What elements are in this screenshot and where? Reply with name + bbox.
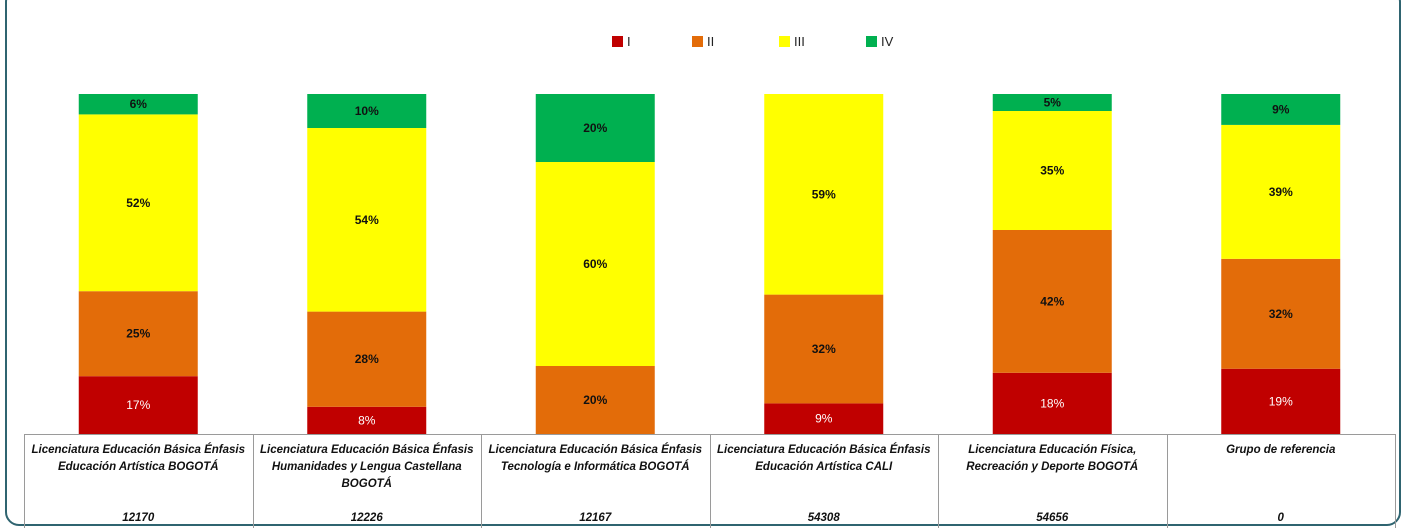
legend-item-ii: II: [692, 33, 714, 49]
legend-label-ii: II: [707, 33, 715, 49]
data-label-i: 9%: [815, 412, 833, 426]
bar-segment-iv: [78, 94, 198, 115]
bar-segment-i: [78, 376, 198, 434]
data-label-iii: 54%: [355, 213, 379, 227]
bar-segment-ii: [307, 311, 427, 407]
bar-segment-i: [764, 403, 884, 434]
bar-stack: 20% 60% 20%: [535, 94, 655, 434]
category-cell: Licenciatura Educación Básica Énfasis Te…: [481, 434, 710, 528]
category-code: 54656: [1036, 512, 1069, 524]
legend-label-iv: IV: [881, 33, 894, 49]
bar-segment-iv: [992, 94, 1112, 111]
data-label-ii: 42%: [1040, 294, 1064, 308]
bar-segment-ii: [764, 294, 884, 404]
data-label-i: 17%: [126, 398, 150, 412]
legend-swatch-ii: [692, 35, 703, 47]
bar-stack: 17% 25% 52% 6%: [78, 94, 198, 434]
category-label: Licenciatura Educación Física, Recreació…: [966, 444, 1139, 473]
category-code: 0: [1277, 512, 1284, 524]
bar-segment-iii: [307, 128, 427, 312]
category-cell: Licenciatura Educación Básica Énfasis Ed…: [710, 434, 939, 528]
data-label-i: 18%: [1040, 396, 1064, 410]
data-label-iii: 52%: [126, 196, 150, 210]
legend-label-i: I: [627, 33, 631, 49]
category-code: 12226: [350, 512, 383, 524]
bar-segment-i: [1221, 368, 1341, 434]
data-label-iii: 60%: [583, 257, 607, 271]
data-label-iv: 20%: [583, 121, 607, 135]
data-label-i: 19%: [1269, 394, 1293, 408]
bar-stack: 19% 32% 39% 9%: [1221, 94, 1341, 434]
bar-segment-ii: [535, 366, 655, 434]
bar-segment-iv: [1221, 94, 1341, 125]
category-label: Licenciatura Educación Básica Énfasis Te…: [488, 444, 702, 473]
chart-frame: [5, 0, 1401, 526]
bar-stack: 18% 42% 35% 5%: [992, 94, 1112, 434]
bar-segment-iii: [992, 111, 1112, 230]
bar-segment-ii: [992, 230, 1112, 373]
bar-segment-iii: [764, 94, 884, 295]
bar-stack: 8% 28% 54% 10%: [307, 94, 427, 434]
category-grid: [24, 434, 1396, 528]
bar-segment-iii: [1221, 124, 1341, 259]
category-code: 12167: [579, 512, 612, 524]
bar-segment-i: [307, 406, 427, 434]
category-cell: Licenciatura Educación Básica Énfasis Ed…: [24, 434, 253, 528]
data-label-ii: 28%: [355, 352, 379, 366]
category-label: Licenciatura Educación Básica Énfasis Ed…: [717, 444, 931, 473]
data-label-iv: 10%: [355, 104, 379, 118]
category-cell: Grupo de referencia 0: [1167, 434, 1396, 528]
category-cell: Licenciatura Educación Física, Recreació…: [938, 434, 1167, 528]
data-label-iv: 5%: [1044, 96, 1062, 110]
data-label-ii: 32%: [1269, 307, 1293, 321]
category-label: Licenciatura Educación Básica Énfasis Ed…: [31, 444, 245, 473]
legend-item-iv: IV: [866, 33, 893, 49]
data-label-iii: 39%: [1269, 185, 1293, 199]
data-label-ii: 25%: [126, 327, 150, 341]
category-label: Licenciatura Educación Básica Énfasis Hu…: [260, 444, 474, 490]
category-label: Grupo de referencia: [1226, 444, 1336, 456]
bar-segment-ii: [78, 291, 198, 377]
data-label-iii: 35%: [1040, 164, 1064, 178]
legend-swatch-iv: [866, 35, 877, 47]
data-label-iv: 9%: [1272, 102, 1290, 116]
legend-swatch-iii: [779, 35, 790, 47]
bar-segment-iv: [535, 94, 655, 162]
bar-segment-i: [992, 372, 1112, 434]
bar-segment-ii: [1221, 258, 1341, 369]
legend-swatch-i: [612, 35, 623, 47]
category-cell: Licenciatura Educación Básica Énfasis Hu…: [253, 434, 482, 528]
bar-segment-iii: [535, 162, 655, 366]
data-label-iii: 59%: [812, 187, 836, 201]
legend-label-iii: III: [794, 33, 805, 49]
bar-segment-iv: [307, 94, 427, 128]
bar-stack: 9% 32% 59%: [764, 94, 884, 434]
category-code: 54308: [807, 512, 840, 524]
legend: I II III IV: [0, 33, 1408, 49]
legend-item-iii: III: [779, 33, 805, 49]
data-label-ii: 32%: [812, 342, 836, 356]
data-label-ii: 20%: [583, 393, 607, 407]
category-code: 12170: [122, 512, 155, 524]
data-label-iv: 6%: [130, 97, 148, 111]
bar-segment-iii: [78, 114, 198, 292]
data-label-i: 8%: [358, 413, 376, 427]
legend-item-i: I: [612, 33, 631, 49]
